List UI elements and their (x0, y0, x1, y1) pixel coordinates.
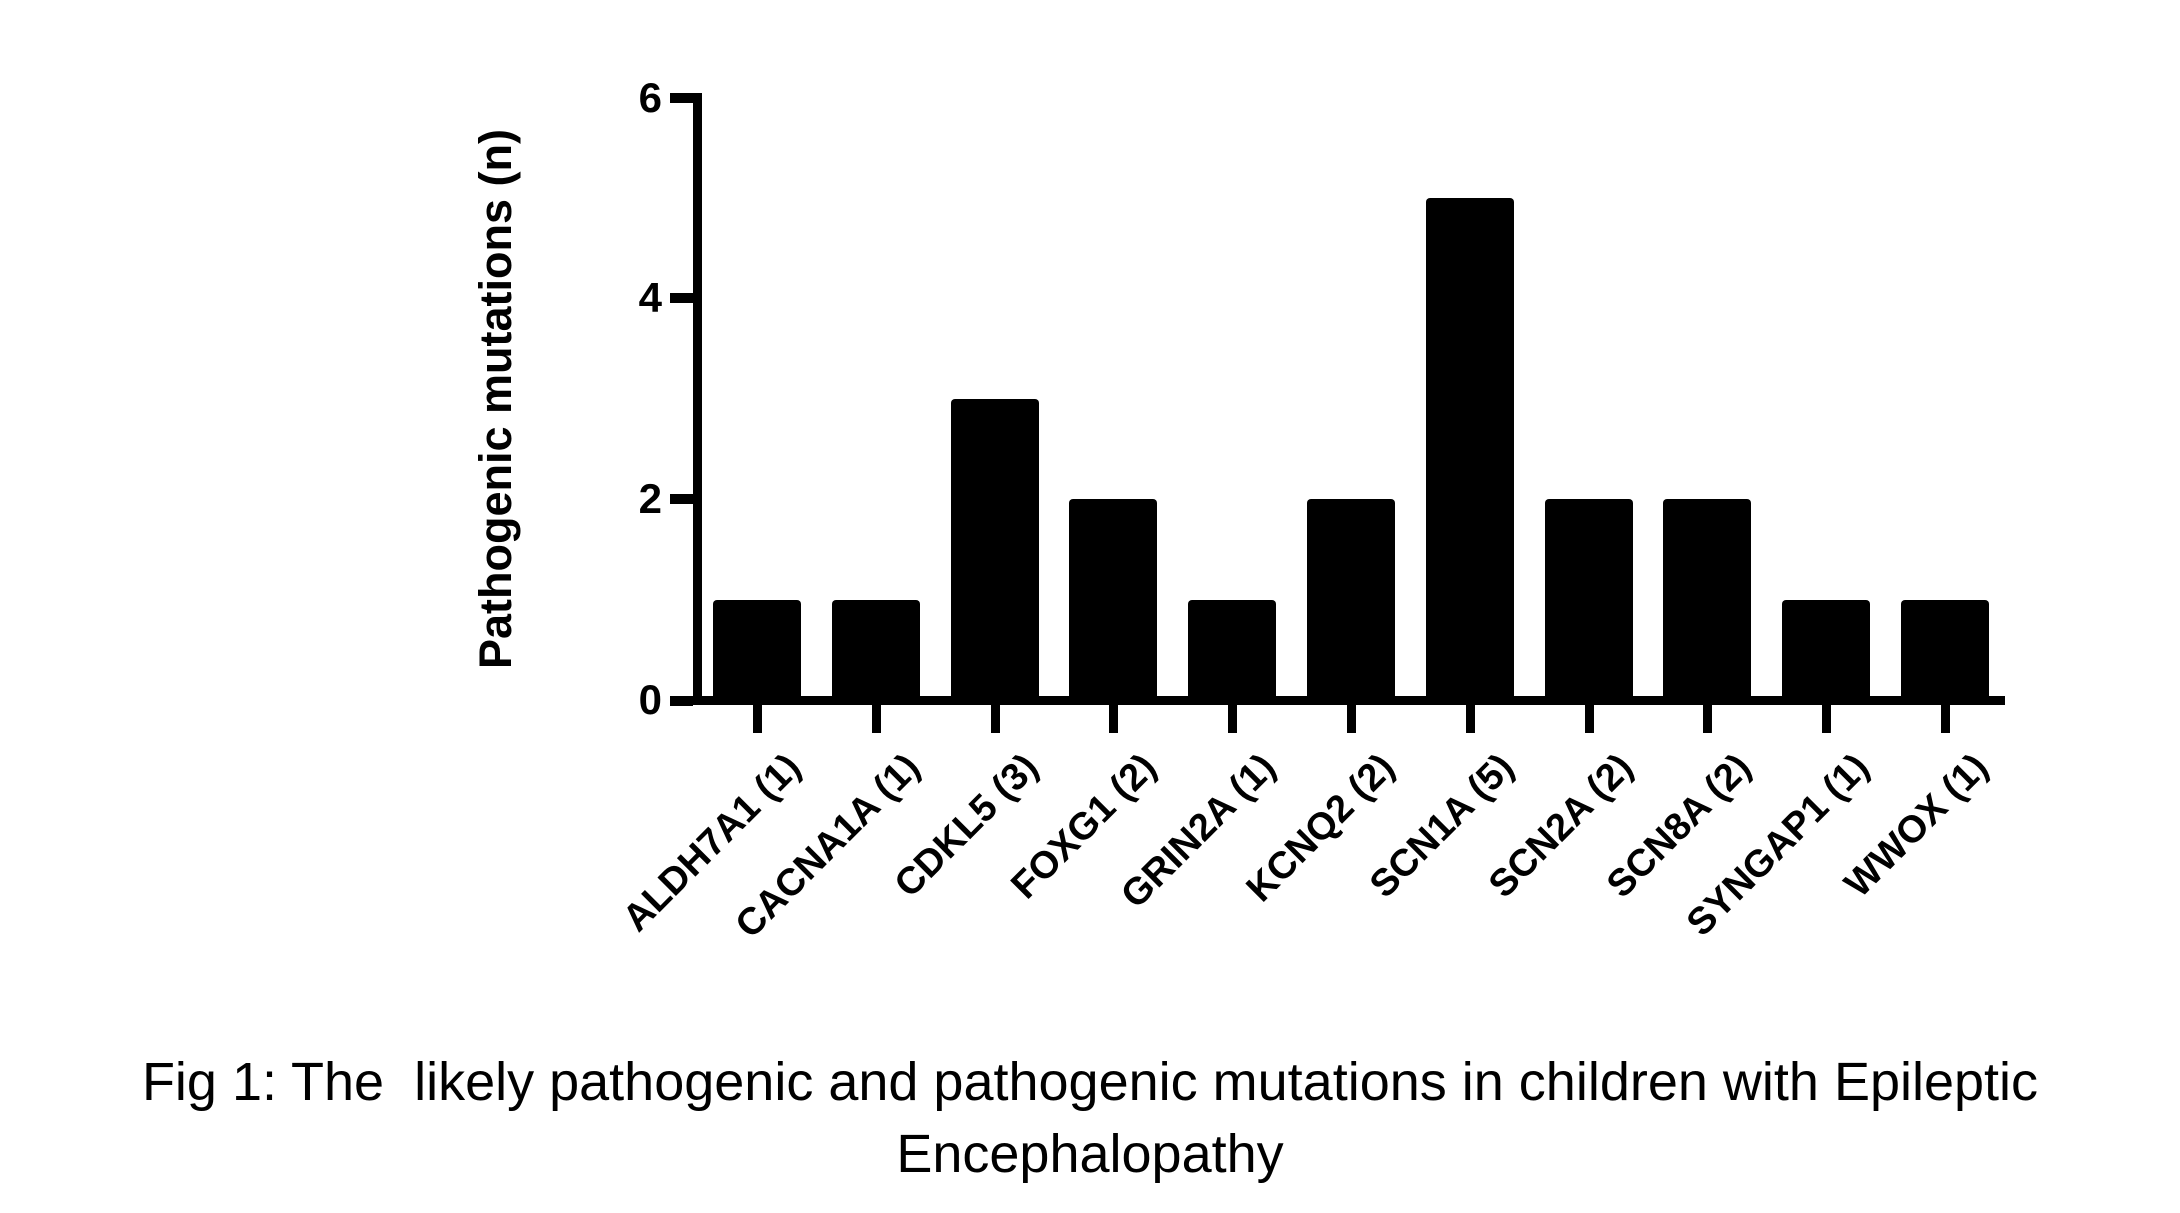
bar (1307, 499, 1395, 705)
caption-line-1: Fig 1: The likely pathogenic and pathoge… (141, 1052, 2039, 1112)
bar (1901, 600, 1989, 705)
figure-caption: Fig 1: The likely pathogenic and pathoge… (0, 1046, 2180, 1190)
bar (951, 399, 1039, 705)
x-tick (1585, 705, 1594, 733)
bar (1069, 499, 1157, 705)
y-tick (670, 293, 693, 303)
x-tick (1347, 705, 1356, 733)
y-tick-label: 2 (638, 475, 662, 522)
y-tick-label: 6 (638, 74, 662, 121)
x-tick (1941, 705, 1950, 733)
bar (713, 600, 801, 705)
bar (1663, 499, 1751, 705)
x-tick (872, 705, 881, 733)
bar (832, 600, 920, 705)
bar (1782, 600, 1870, 705)
x-tick (1228, 705, 1237, 733)
x-tick (1822, 705, 1831, 733)
x-tick (753, 705, 762, 733)
y-tick (670, 494, 693, 504)
y-tick (670, 696, 693, 706)
y-axis-title: Pathogenic mutations (n) (470, 129, 521, 669)
x-tick (1109, 705, 1118, 733)
x-tick (1466, 705, 1475, 733)
bar (1545, 499, 1633, 705)
x-tick (1703, 705, 1712, 733)
y-axis-line (693, 93, 702, 704)
x-tick (991, 705, 1000, 733)
bar (1426, 198, 1514, 705)
y-tick-label: 4 (638, 274, 662, 321)
bar (1188, 600, 1276, 705)
y-tick-label: 0 (638, 676, 662, 723)
caption-line-2: Encephalopathy (896, 1124, 1284, 1184)
y-tick (670, 93, 693, 103)
